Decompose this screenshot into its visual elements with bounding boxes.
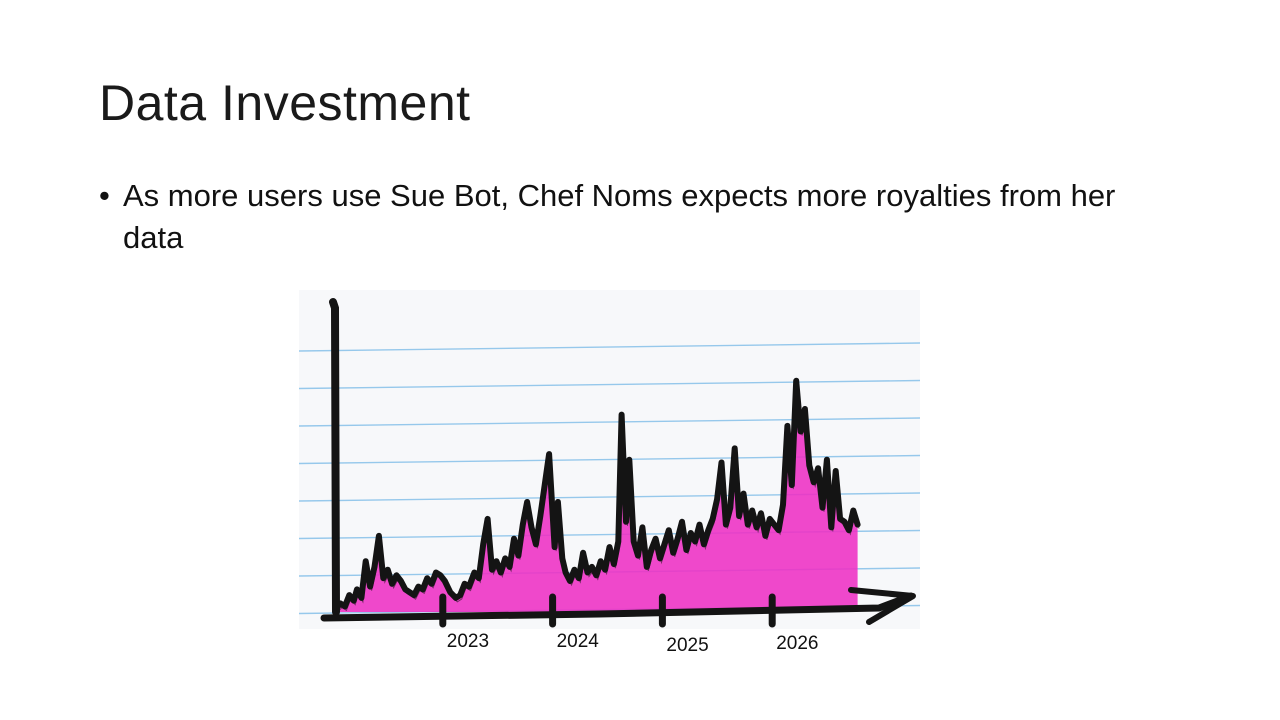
ruled-gridline xyxy=(299,417,920,427)
x-axis xyxy=(320,592,915,622)
series-line xyxy=(332,377,861,613)
area-fill xyxy=(335,380,858,612)
x-tick-label: 2023 xyxy=(446,631,490,652)
bullet-item: • As more users use Sue Bot, Chef Noms e… xyxy=(99,175,1159,259)
ruled-gridline xyxy=(299,379,920,390)
x-tick-label: 2026 xyxy=(776,633,819,654)
hand-drawn-chart xyxy=(299,290,920,629)
slide-title: Data Investment xyxy=(99,75,471,131)
chart-svg xyxy=(299,290,920,629)
ruled-gridline xyxy=(299,342,920,352)
bullet-list: • As more users use Sue Bot, Chef Noms e… xyxy=(99,175,1159,259)
ruled-gridline xyxy=(299,454,920,465)
y-axis xyxy=(329,298,340,616)
x-tick-label: 2025 xyxy=(666,635,709,656)
bullet-marker: • xyxy=(99,178,110,213)
x-tick-label: 2024 xyxy=(556,631,599,652)
bullet-text: As more users use Sue Bot, Chef Noms exp… xyxy=(123,178,1116,255)
x-axis-arrowhead xyxy=(848,587,916,625)
